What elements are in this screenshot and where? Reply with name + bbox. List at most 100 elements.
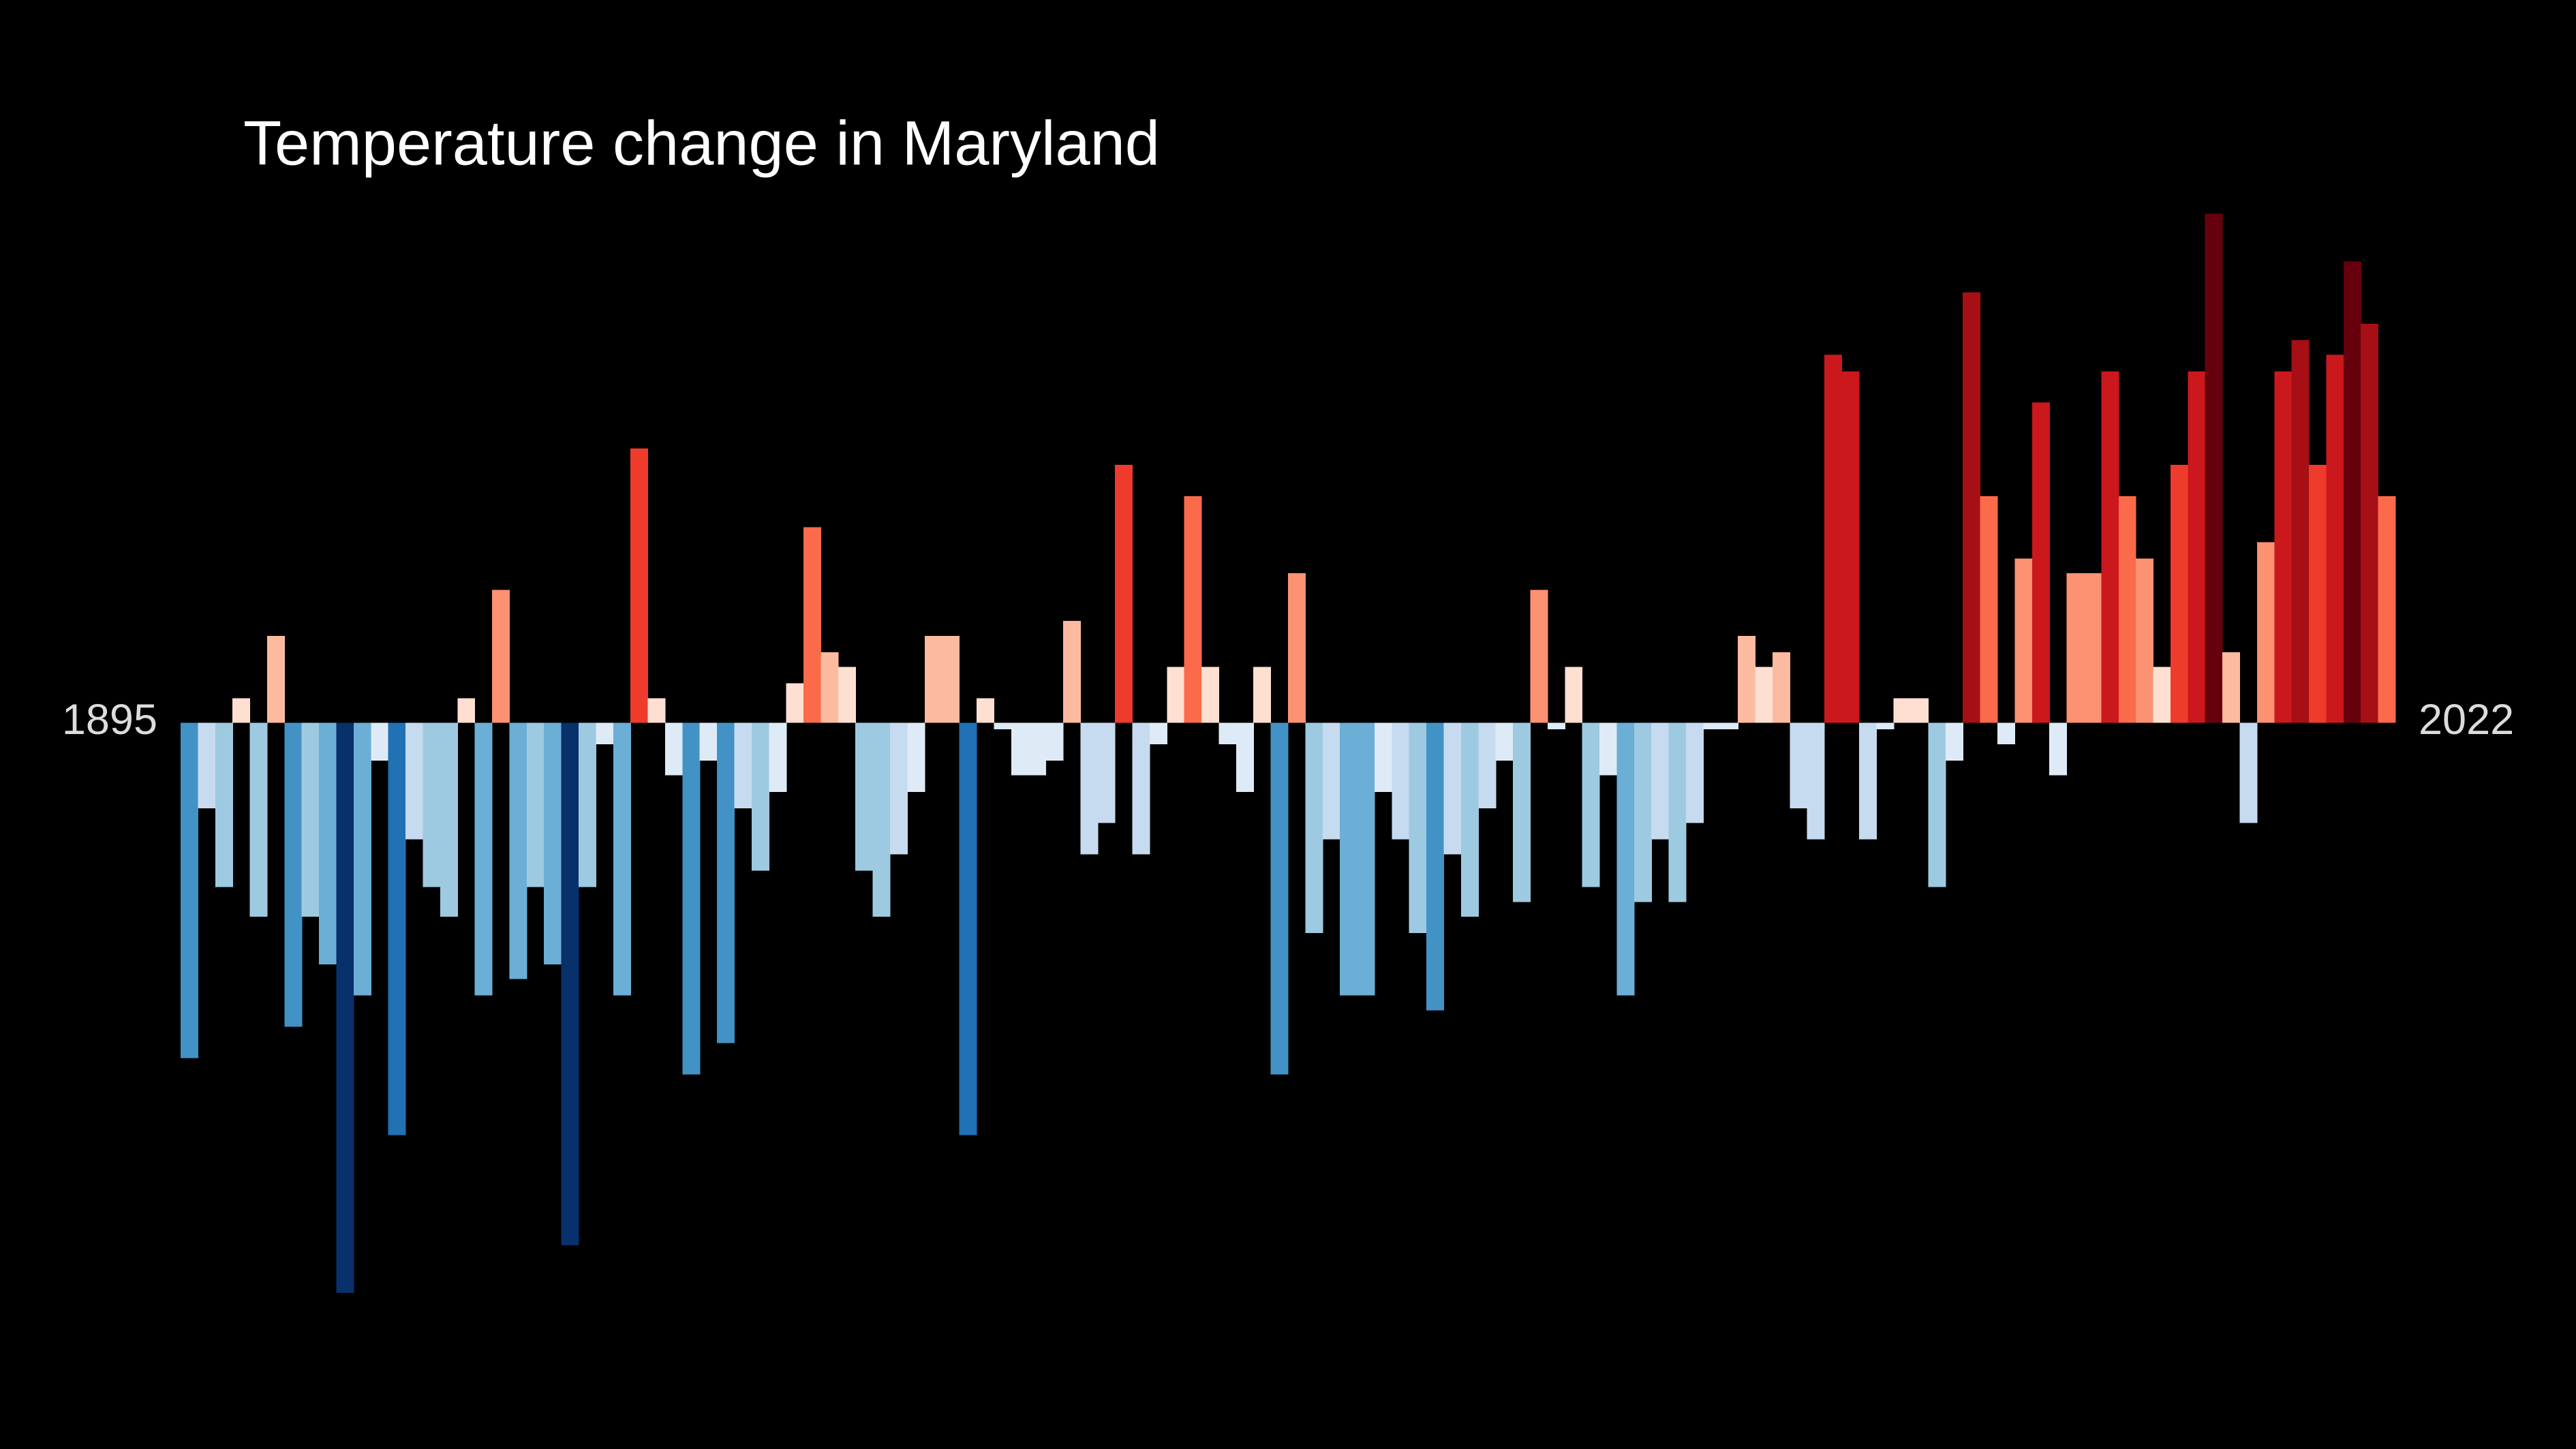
bar	[266, 635, 285, 723]
bar	[371, 722, 389, 761]
bar	[976, 698, 994, 723]
bar	[1911, 698, 1929, 723]
bar	[353, 722, 371, 996]
bar	[1409, 722, 1427, 934]
bar	[682, 722, 701, 1075]
bar	[907, 722, 925, 792]
x-tick-label: 1895	[62, 696, 157, 744]
bar	[1218, 722, 1237, 744]
bar	[457, 698, 476, 723]
bar	[664, 722, 683, 776]
bar	[2118, 495, 2136, 723]
x-tick-label: 2022	[2419, 696, 2514, 744]
bar	[2326, 354, 2344, 723]
bar	[2083, 573, 2102, 723]
bar	[2378, 495, 2396, 723]
bar	[319, 722, 337, 964]
bar	[1599, 722, 1618, 776]
bar	[1426, 722, 1445, 1011]
bar	[924, 635, 942, 723]
chart-title: Temperature change in Maryland	[243, 108, 1160, 178]
bar	[1392, 722, 1410, 840]
bar	[786, 683, 804, 723]
bar	[2031, 402, 2050, 723]
bar	[1374, 722, 1392, 792]
bar	[492, 590, 510, 723]
bar	[1807, 722, 1825, 840]
bar	[1340, 722, 1358, 996]
bar	[803, 527, 822, 723]
bar	[1184, 495, 1202, 723]
bar	[2049, 722, 2068, 776]
bar	[2101, 371, 2119, 723]
bar	[1460, 722, 1479, 917]
bar	[198, 722, 216, 808]
bar	[1685, 722, 1704, 823]
bar	[1062, 621, 1081, 723]
bar	[578, 722, 596, 887]
bar	[838, 667, 856, 723]
bar	[1893, 698, 1912, 723]
bar	[1928, 722, 1946, 887]
bar	[544, 722, 562, 964]
bar	[2343, 261, 2361, 723]
bar	[890, 722, 908, 855]
bar	[474, 722, 493, 996]
bar	[1703, 722, 1721, 730]
bar	[2136, 558, 2154, 723]
bar	[1305, 722, 1323, 934]
bar	[717, 722, 735, 1043]
bar	[1495, 722, 1514, 761]
bar	[2291, 339, 2310, 723]
bar	[1876, 722, 1895, 730]
bar	[596, 722, 614, 744]
bar	[1668, 722, 1687, 902]
bar	[1634, 722, 1652, 902]
bar	[855, 722, 874, 871]
bar	[2153, 667, 2171, 723]
bar	[2274, 371, 2293, 723]
bar	[2222, 652, 2241, 723]
bar	[1513, 722, 1531, 902]
bar	[284, 722, 303, 1027]
bar	[1201, 667, 1220, 723]
bar	[2205, 213, 2223, 723]
bar	[1963, 292, 1981, 723]
bar	[1028, 722, 1047, 776]
bar	[821, 652, 839, 723]
bar	[1565, 667, 1583, 723]
bar	[630, 448, 649, 723]
bar	[1270, 722, 1289, 1075]
bar	[1582, 722, 1600, 887]
bar	[181, 722, 198, 1058]
bar	[249, 722, 268, 917]
bar	[994, 722, 1012, 730]
bar	[2361, 323, 2379, 723]
bar	[1097, 722, 1116, 823]
bar	[1357, 722, 1375, 996]
bar	[1443, 722, 1462, 855]
bar	[1772, 652, 1790, 723]
bar	[647, 698, 666, 723]
bar	[440, 722, 458, 917]
bar	[509, 722, 527, 979]
bar	[1115, 465, 1133, 723]
bar	[2170, 465, 2188, 723]
bar	[1945, 722, 1963, 761]
bar	[751, 722, 769, 871]
bar	[1132, 722, 1150, 855]
bar	[2239, 722, 2258, 823]
bar	[1790, 722, 1808, 808]
bar	[1980, 495, 1998, 723]
bar	[1547, 722, 1565, 730]
bar	[872, 722, 891, 917]
bar	[2014, 558, 2033, 723]
bar	[1045, 722, 1064, 761]
bar	[388, 722, 406, 1135]
bar	[2256, 542, 2275, 723]
bar	[959, 722, 977, 1135]
bar	[1478, 722, 1497, 808]
bar	[942, 635, 960, 723]
